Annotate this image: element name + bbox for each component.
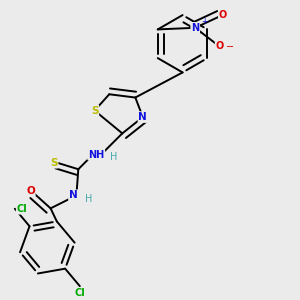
Text: H: H — [110, 152, 118, 162]
Text: Cl: Cl — [74, 288, 85, 298]
Text: O: O — [26, 186, 35, 196]
Text: H: H — [85, 194, 93, 204]
Text: S: S — [91, 106, 98, 116]
Text: −: − — [226, 42, 234, 52]
Text: O: O — [219, 10, 227, 20]
Text: O: O — [216, 41, 224, 51]
Text: N: N — [69, 190, 78, 200]
Text: N: N — [139, 112, 147, 122]
Text: N: N — [191, 23, 199, 33]
Text: S: S — [50, 158, 58, 168]
Text: NH: NH — [88, 150, 104, 160]
Text: Cl: Cl — [17, 204, 27, 214]
Text: +: + — [201, 17, 208, 26]
